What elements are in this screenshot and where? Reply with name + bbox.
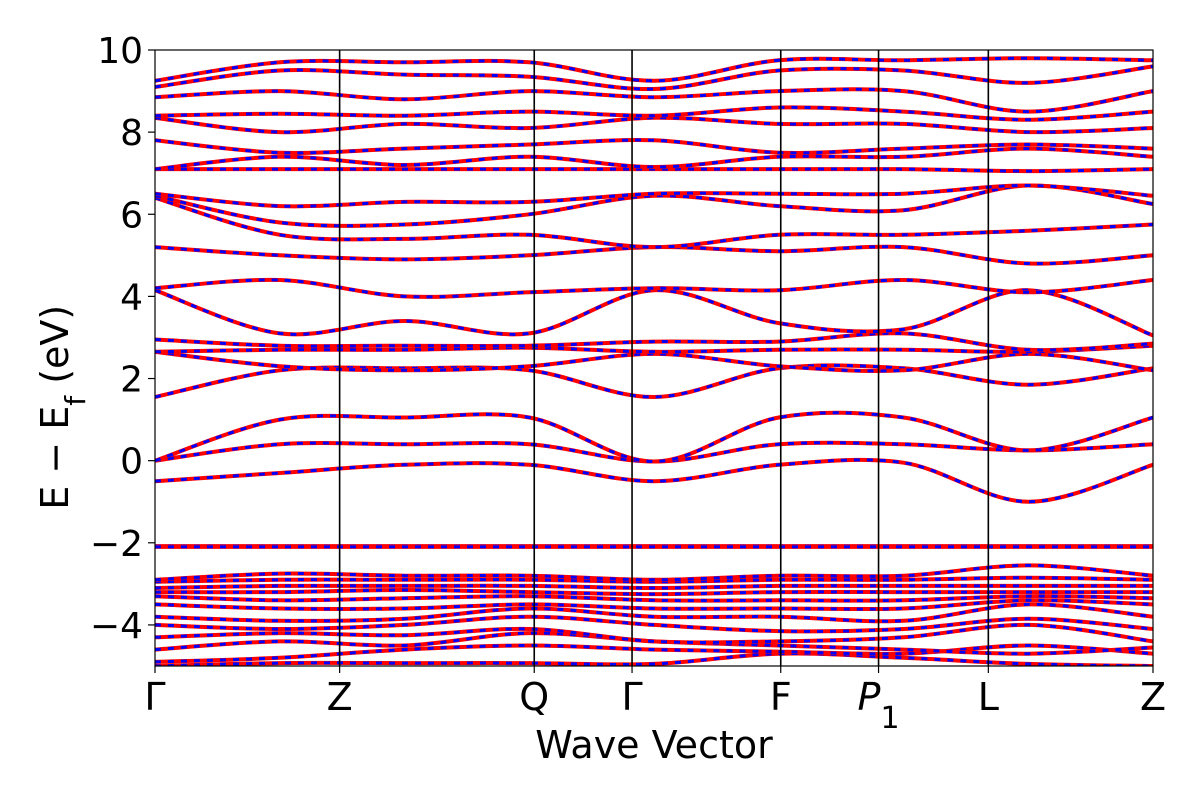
y-tick-label: 4 xyxy=(120,277,143,318)
band-dash-1 xyxy=(155,643,1153,664)
band-dash-16 xyxy=(155,411,1153,464)
y-tick-label: −4 xyxy=(90,606,143,647)
k-point-label: P1 xyxy=(858,675,900,736)
band-line-18 xyxy=(155,349,1153,373)
k-point-label: F xyxy=(770,675,792,719)
band-dash-31 xyxy=(155,105,1153,122)
band-line-16 xyxy=(155,410,1153,464)
y-tick-label: −2 xyxy=(90,524,143,565)
k-point-label-main: L xyxy=(978,675,999,719)
k-point-label-main: Z xyxy=(327,675,353,719)
k-point-label-main: Z xyxy=(1140,675,1166,719)
k-point-label-main: Γ xyxy=(144,675,165,719)
plot-frame xyxy=(154,49,1154,667)
y-axis-label: E − Ef (eV) xyxy=(33,305,92,510)
x-axis-label: Wave Vector xyxy=(535,723,773,767)
y-tick-label: 0 xyxy=(120,442,143,483)
band-dash-22 xyxy=(155,278,1153,299)
band-dash-20 xyxy=(155,331,1153,352)
band-dash-2 xyxy=(155,631,1153,656)
x-axis: Γ Z Q Γ F P1 L Z xyxy=(144,666,1166,736)
band-dash-29 xyxy=(155,138,1153,155)
y-tick-label: 2 xyxy=(120,360,143,401)
band-dash-4 xyxy=(155,615,1153,633)
y-tick-label: 6 xyxy=(120,195,143,236)
band-dash-11 xyxy=(155,563,1153,582)
k-point-label-main: Γ xyxy=(621,675,642,719)
k-point-label-main: F xyxy=(770,675,792,719)
k-point-label-sub: 1 xyxy=(880,701,899,736)
band-dash-27 xyxy=(155,167,1153,173)
band-line-14 xyxy=(155,457,1153,504)
band-dash-30 xyxy=(155,116,1153,134)
band-line-25 xyxy=(155,183,1153,228)
band-dash-3 xyxy=(155,623,1153,644)
band-dash-6 xyxy=(155,598,1153,611)
y-axis-label-main: E − E xyxy=(33,406,77,510)
y-tick-label: 8 xyxy=(120,113,143,154)
band-dash-0 xyxy=(155,652,1153,666)
k-point-label: Q xyxy=(519,675,549,719)
y-tick-label: 10 xyxy=(97,31,143,72)
band-dash-19 xyxy=(155,344,1153,354)
band-dash-8 xyxy=(155,588,1153,596)
y-axis-label-unit: (eV) xyxy=(33,305,77,396)
y-axis: −4 −2 0 2 4 6 8 10 xyxy=(90,31,155,647)
band-dash-32 xyxy=(155,87,1153,114)
band-line-32 xyxy=(155,87,1153,114)
band-dash-21 xyxy=(155,288,1153,337)
k-point-label-main: Q xyxy=(519,675,549,719)
k-point-label: L xyxy=(978,675,999,719)
band-line-21 xyxy=(155,288,1153,338)
k-point-label-main: P xyxy=(858,675,881,719)
band-dash-28 xyxy=(155,147,1153,171)
band-dash-9 xyxy=(155,584,1153,590)
k-point-label: Γ xyxy=(621,675,642,719)
band-dash-5 xyxy=(155,602,1153,623)
k-point-label: Z xyxy=(327,675,353,719)
k-point-label: Γ xyxy=(144,675,165,719)
bands-layer xyxy=(155,56,1153,666)
band-line-24 xyxy=(155,195,1153,250)
band-dash-7 xyxy=(155,594,1153,603)
k-point-label: Z xyxy=(1140,675,1166,719)
band-dash-26 xyxy=(155,183,1153,208)
band-line-33 xyxy=(155,64,1153,92)
k-point-lines xyxy=(338,50,990,666)
band-dash-17 xyxy=(155,363,1153,399)
band-line-17 xyxy=(155,363,1153,400)
y-axis-label-sub: f xyxy=(59,395,92,406)
band-line-34 xyxy=(155,56,1153,83)
